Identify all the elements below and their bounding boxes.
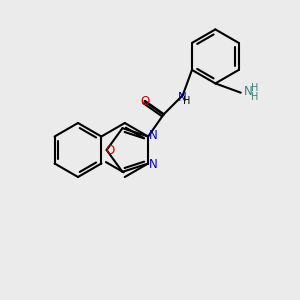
Text: H: H xyxy=(183,96,190,106)
Text: N: N xyxy=(178,91,187,104)
Text: O: O xyxy=(105,143,114,157)
Text: H: H xyxy=(251,92,258,102)
Text: N: N xyxy=(149,129,158,142)
Text: N: N xyxy=(244,85,253,98)
Text: H: H xyxy=(251,83,258,93)
Text: N: N xyxy=(149,158,158,171)
Text: O: O xyxy=(140,95,149,108)
